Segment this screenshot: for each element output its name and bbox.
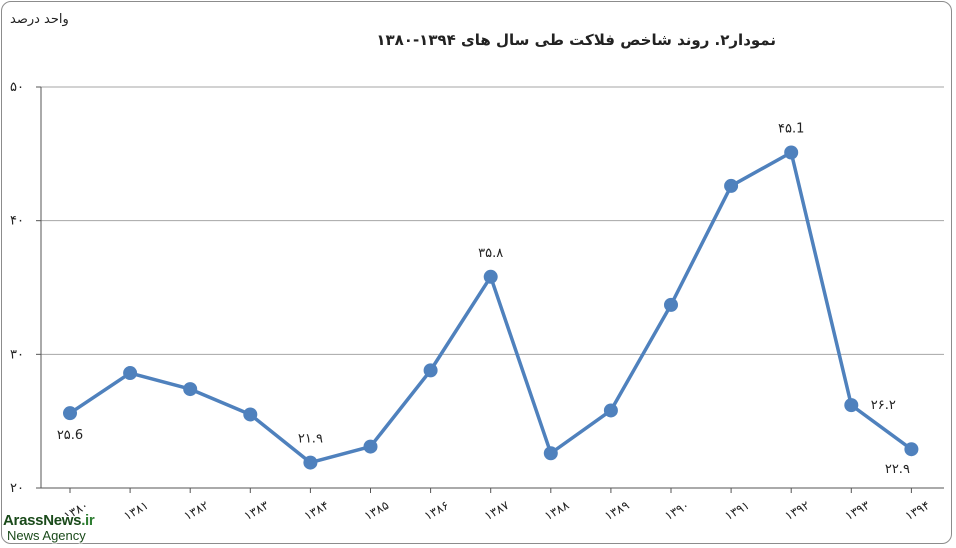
x-tick-label: ۱۳۹۱	[722, 498, 751, 523]
data-label: ۲۲.۹	[885, 462, 910, 477]
x-tick-label: ۱۳۹۲	[783, 498, 812, 523]
data-point-۱۳۸۵	[363, 439, 378, 454]
x-tick-label: ۱۳۸۵	[362, 498, 391, 523]
x-tick-label: ۱۳۸۴	[302, 498, 331, 523]
data-point-۱۳۸۲	[183, 382, 198, 397]
data-label: ۴۵.1	[778, 121, 804, 136]
x-tick-label: ۱۳۸۹	[602, 498, 631, 523]
data-point-۱۳۸۸	[543, 446, 558, 461]
data-point-۱۳۹۲	[784, 145, 799, 160]
data-point-۱۳۸۱	[123, 366, 138, 381]
x-tick-label: ۱۳۸۲	[182, 498, 211, 523]
data-point-۱۳۸۴	[303, 455, 318, 470]
x-tick-label: ۱۳۹۴	[903, 498, 932, 523]
arassnews-logo: ArassNews.ir News Agency	[3, 512, 115, 546]
y-tick-label: ۴۰	[10, 214, 24, 229]
data-point-۱۳۹۳	[844, 398, 859, 413]
logo-line2: News Agency	[7, 528, 86, 543]
x-tick-label: ۱۳۹۰	[662, 498, 691, 523]
data-point-۱۳۸۳	[243, 407, 258, 422]
data-point-۱۳۸۷	[483, 269, 498, 284]
series-misery-index	[63, 145, 919, 470]
data-point-۱۳۹۰	[664, 297, 678, 312]
x-tick-label: ۱۳۸۶	[422, 498, 451, 523]
x-tick-label: ۱۳۸۷	[482, 498, 512, 523]
data-labels: ۲۵.6 ۲۱.۹ ۳۵.۸ ۴۵.1 ۲۶.۲ ۲۲.۹	[57, 121, 910, 477]
x-tick-label: ۱۳۹۳	[843, 498, 873, 523]
gridlines	[41, 86, 944, 355]
data-label: ۲۶.۲	[871, 398, 896, 413]
data-label: ۲۱.۹	[298, 432, 323, 447]
data-point-۱۳۸۰	[63, 406, 77, 421]
data-label: ۲۵.6	[57, 428, 83, 443]
x-tick-label: ۱۳۸۸	[542, 498, 572, 523]
data-point-۱۳۹۴	[904, 442, 919, 457]
y-tick-label: ۵۰	[10, 80, 24, 95]
y-tick-label: ۲۰	[10, 481, 24, 496]
series-line	[69, 150, 913, 465]
data-point-۱۳۸۶	[423, 363, 438, 378]
x-tick-label: ۱۳۸۳	[242, 498, 272, 523]
data-point-۱۳۹۱	[724, 178, 739, 193]
x-tick-label: ۱۳۸۱	[121, 498, 150, 523]
logo-line1: ArassNews.ir	[3, 512, 95, 529]
data-label: ۳۵.۸	[478, 246, 503, 261]
y-tick-label: ۳۰	[10, 347, 24, 362]
y-axis-unit-label: واحد درصد	[10, 12, 69, 27]
data-point-۱۳۸۹	[603, 403, 618, 418]
chart-title: نمودار۲. روند شاخص فلاکت طی سال های ۱۳۹۴…	[376, 31, 776, 49]
